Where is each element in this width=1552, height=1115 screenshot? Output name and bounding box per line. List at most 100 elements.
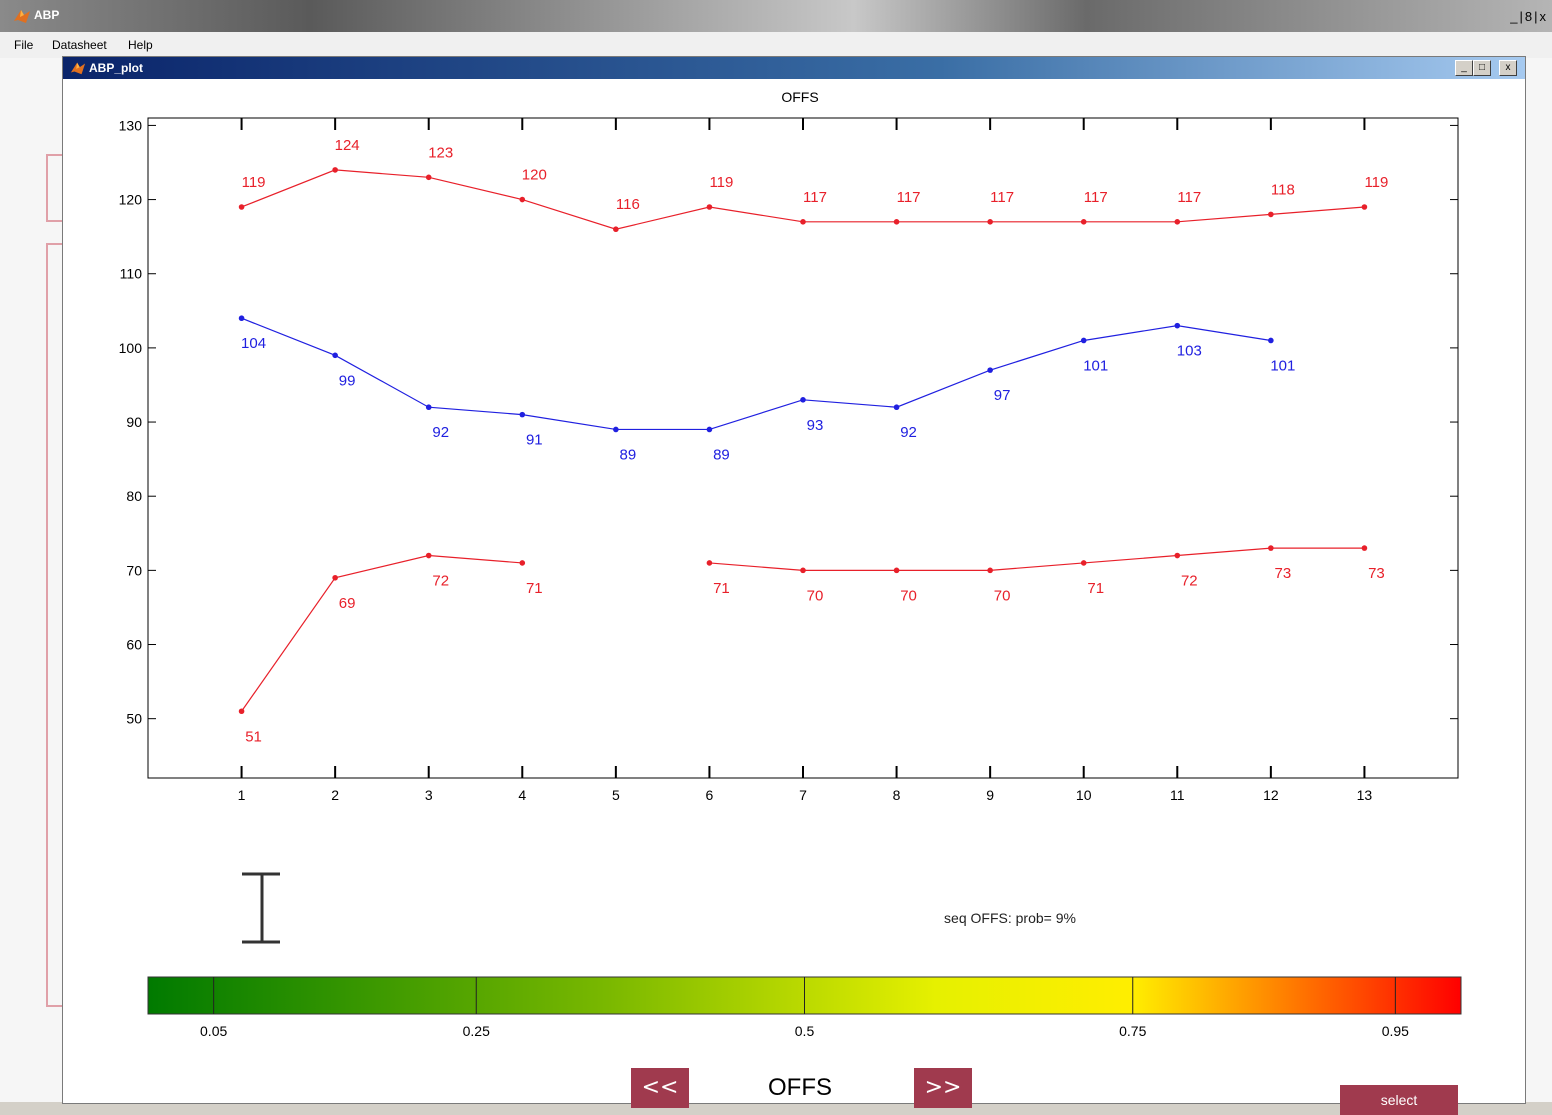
data-label: 123: [428, 144, 453, 161]
data-point: [706, 204, 713, 210]
data-point: [1268, 545, 1274, 551]
data-label: 117: [1177, 189, 1201, 206]
minimize-button[interactable]: _: [1455, 60, 1473, 76]
y-tick-label: 100: [119, 340, 143, 356]
x-tick-label: 12: [1263, 787, 1279, 803]
probability-text: seq OFFS: prob= 9%: [944, 910, 1076, 926]
data-point: [519, 411, 526, 418]
y-tick-label: 120: [119, 192, 143, 208]
colorbar-tick-label: 0.75: [1119, 1023, 1146, 1039]
data-label: 101: [1083, 357, 1108, 374]
previous-button[interactable]: <<: [631, 1068, 689, 1108]
data-point: [1080, 219, 1087, 225]
data-label: 73: [1275, 565, 1292, 582]
data-label: 70: [900, 587, 917, 604]
x-tick-label: 2: [331, 787, 339, 803]
figure-window: ABP_plot _ □ x: [62, 56, 1526, 1104]
colorbar-ticks: 0.05 0.25 0.5 0.75 0.95: [200, 977, 1409, 1039]
menu-file[interactable]: File: [14, 38, 34, 52]
data-point: [987, 567, 993, 574]
maximize-icon[interactable]: |8|: [1519, 9, 1540, 24]
data-point: [425, 552, 432, 559]
data-point: [332, 574, 338, 581]
data-point: [1080, 560, 1087, 566]
data-point: [893, 567, 900, 574]
close-icon[interactable]: x: [1539, 9, 1548, 24]
menu-datasheet[interactable]: Datasheet: [52, 38, 107, 52]
data-label: 118: [1271, 181, 1295, 198]
data-point: [987, 219, 993, 225]
data-label: 119: [1364, 174, 1388, 191]
data-point: [706, 560, 713, 566]
data-point: [613, 226, 619, 233]
colorbar-tick-label: 0.5: [795, 1023, 815, 1039]
y-tick-label: 130: [119, 117, 143, 133]
menu-help[interactable]: Help: [128, 38, 153, 52]
series-line: [241, 554, 523, 712]
x-tick-label: 3: [425, 787, 433, 803]
data-label: 70: [807, 587, 824, 604]
data-label: 119: [242, 174, 266, 191]
data-label: 116: [616, 196, 640, 213]
data-label: 72: [432, 573, 449, 590]
data-point: [1361, 204, 1368, 210]
x-tick-label: 10: [1076, 787, 1092, 803]
data-point: [332, 167, 338, 173]
data-label: 97: [994, 387, 1011, 404]
data-label: 120: [522, 167, 547, 184]
close-button[interactable]: x: [1499, 60, 1517, 76]
x-tick-label: 7: [799, 787, 807, 803]
data-point: [1080, 337, 1087, 344]
app-title: ABP: [34, 8, 60, 22]
y-tick-label: 50: [126, 711, 142, 727]
data-label: 92: [900, 424, 917, 441]
app-titlebar: ABP _|8|x: [0, 0, 1552, 32]
data-label: 91: [526, 432, 543, 449]
data-point: [519, 196, 526, 203]
maximize-button[interactable]: □: [1473, 60, 1491, 76]
select-button[interactable]: select: [1340, 1085, 1458, 1115]
data-label: 92: [432, 424, 449, 441]
series-3: 51 69 72 71 71 70 70 70 71 72 73 73: [238, 545, 1385, 745]
data-point: [893, 219, 900, 225]
data-point: [1174, 552, 1181, 559]
colorbar-tick-label: 0.95: [1382, 1023, 1409, 1039]
data-point: [332, 352, 338, 359]
data-label: 69: [339, 595, 356, 612]
data-label: 71: [526, 580, 543, 597]
current-variable-label: OFFS: [768, 1074, 832, 1101]
text-cursor-icon: [242, 872, 280, 944]
data-point: [1174, 322, 1181, 329]
y-tick-label: 110: [120, 266, 143, 282]
data-point: [425, 404, 432, 411]
figure-titlebar[interactable]: ABP_plot _ □ x: [63, 57, 1525, 79]
series-line: [241, 317, 1271, 431]
data-point: [893, 404, 900, 411]
data-point: [1174, 219, 1181, 225]
data-label: 117: [1084, 189, 1108, 206]
data-point: [800, 567, 806, 574]
next-button[interactable]: >>: [914, 1068, 972, 1108]
data-label: 124: [335, 137, 360, 154]
data-label: 101: [1270, 357, 1295, 374]
data-label: 89: [713, 446, 730, 463]
data-label: 117: [897, 189, 921, 206]
app-window-buttons[interactable]: _|8|x: [1510, 9, 1548, 24]
x-tick-label: 11: [1170, 787, 1185, 803]
data-point: [613, 426, 619, 433]
data-point: [800, 396, 806, 403]
x-tick-label: 13: [1357, 787, 1373, 803]
y-tick-label: 60: [126, 637, 142, 653]
data-point: [800, 219, 806, 225]
data-label: 104: [241, 335, 266, 352]
y-tick-label: 80: [126, 488, 142, 504]
y-tick-label: 90: [126, 414, 142, 430]
x-tick-label: 5: [612, 787, 620, 803]
menubar: [0, 32, 1552, 58]
chart-title: OFFS: [781, 89, 818, 105]
data-label: 71: [713, 580, 730, 597]
data-point: [987, 367, 993, 373]
data-label: 70: [994, 587, 1011, 604]
